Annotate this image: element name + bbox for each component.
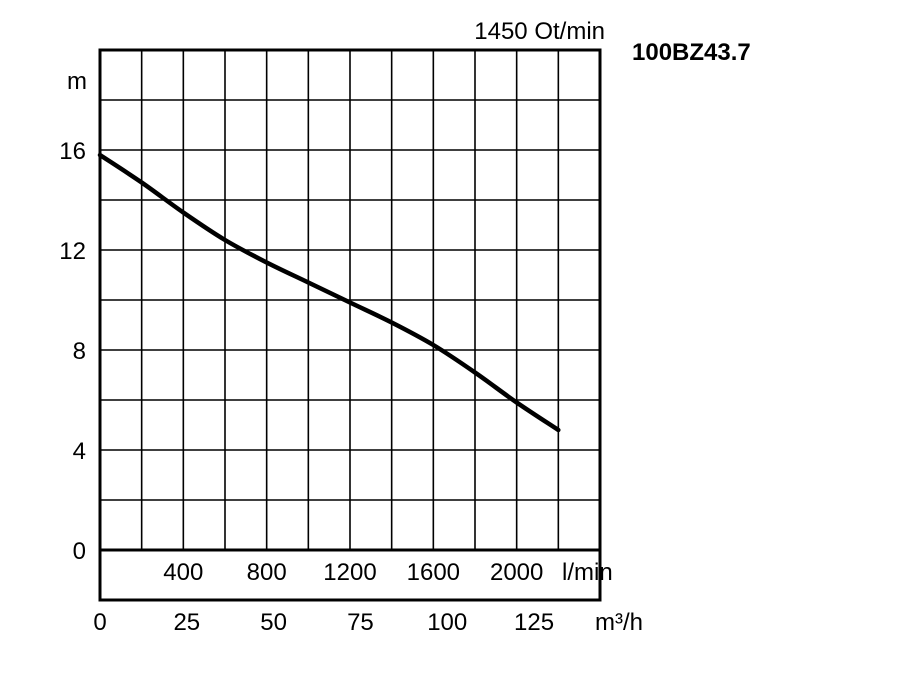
grid xyxy=(100,50,600,550)
y-axis-label: m xyxy=(67,68,87,95)
x-secondary-axis-label: m³/h xyxy=(595,609,643,636)
y-tick-label: 8 xyxy=(73,338,86,365)
x-primary-tick-label: 1200 xyxy=(323,559,376,586)
x-secondary-tick-labels: 0 25 50 75 100 125 xyxy=(93,609,554,636)
y-tick-labels: 0 4 8 12 16 xyxy=(59,138,86,565)
y-tick-label: 0 xyxy=(73,538,86,565)
model-title: 100BZ43.7 xyxy=(632,39,751,66)
x-secondary-tick-label: 25 xyxy=(173,609,200,636)
x-primary-tick-labels: 400 800 1200 1600 2000 xyxy=(163,559,543,586)
y-tick-label: 12 xyxy=(59,238,86,265)
x-secondary-tick-label: 125 xyxy=(514,609,554,636)
speed-label: 1450 Ot/min xyxy=(474,18,605,45)
y-tick-label: 16 xyxy=(59,138,86,165)
x-primary-tick-label: 800 xyxy=(247,559,287,586)
plot-frame xyxy=(98,48,602,602)
x-secondary-tick-label: 50 xyxy=(260,609,287,636)
x-primary-tick-label: 2000 xyxy=(490,559,543,586)
y-tick-label: 4 xyxy=(73,438,86,465)
x-primary-tick-label: 1600 xyxy=(407,559,460,586)
head-flow-curve xyxy=(97,152,561,433)
x-secondary-tick-label: 75 xyxy=(347,609,374,636)
x-primary-axis-label: l/min xyxy=(562,559,613,586)
x-secondary-tick-label: 0 xyxy=(93,609,106,636)
x-secondary-tick-label: 100 xyxy=(427,609,467,636)
x-primary-tick-label: 400 xyxy=(163,559,203,586)
